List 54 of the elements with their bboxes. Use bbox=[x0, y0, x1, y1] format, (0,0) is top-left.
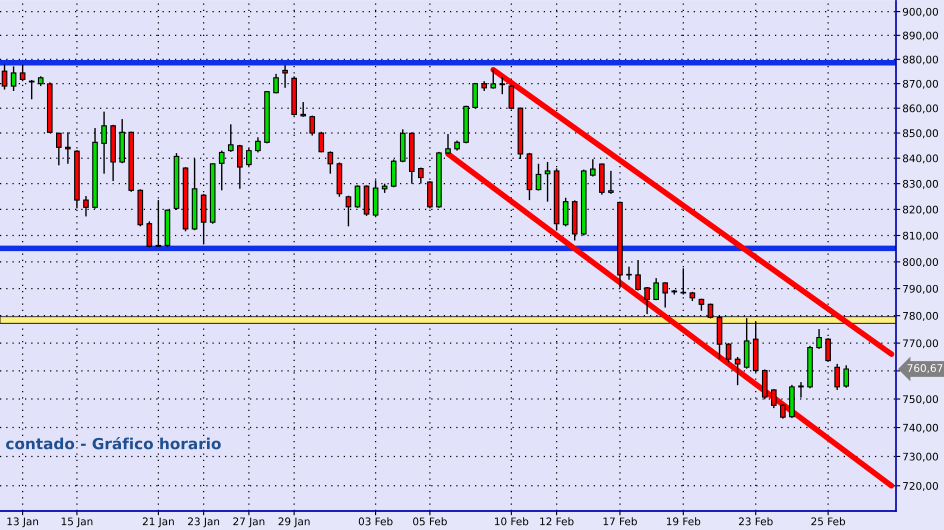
candlestick bbox=[635, 259, 641, 292]
x-tick-label: 15 Jan bbox=[62, 518, 92, 528]
x-tick-label: 23 Jan bbox=[188, 517, 220, 528]
text: contado - Gráfico horario bbox=[6, 436, 221, 450]
candlestick bbox=[690, 291, 696, 302]
y-tick-label: 860,00 bbox=[902, 104, 938, 114]
candlestick bbox=[10, 66, 16, 92]
candlestick bbox=[536, 163, 542, 192]
x-tick-label: 21 Jan bbox=[142, 517, 174, 528]
candlestick bbox=[816, 328, 822, 350]
x-tick-label: 12 Feb bbox=[540, 517, 574, 526]
y-tick-label: 830,00 bbox=[902, 180, 938, 189]
candlestick bbox=[445, 133, 451, 155]
y-tick-label: 850,00 bbox=[902, 129, 938, 138]
x-tick-label: 19 Feb bbox=[666, 517, 700, 526]
candlestick bbox=[255, 136, 261, 154]
candlestick bbox=[653, 277, 659, 301]
y-tick-label: 770,00 bbox=[903, 339, 938, 348]
y-tick-label: 840,00 bbox=[902, 154, 938, 164]
y-tick-label: 720,00 bbox=[903, 482, 938, 491]
candlestick bbox=[834, 363, 840, 391]
y-tick-label: 780,00 bbox=[903, 312, 938, 321]
candlestick bbox=[544, 161, 550, 202]
candlestick bbox=[590, 158, 596, 178]
y-tick-label: 900,00 bbox=[902, 8, 938, 17]
candlestick bbox=[28, 79, 34, 100]
y-tick-label: 740,00 bbox=[903, 424, 938, 433]
x-tick-label: 10 Feb bbox=[494, 517, 528, 526]
y-tick-label: 880,00 bbox=[902, 56, 938, 65]
text: 760,67 bbox=[908, 364, 942, 374]
candlestick bbox=[780, 404, 786, 420]
x-tick-label: 29 Jan bbox=[278, 517, 310, 528]
candlestick bbox=[20, 64, 26, 82]
x-tick-label: 03 Feb bbox=[358, 517, 393, 526]
candlestick bbox=[454, 140, 460, 152]
y-tick-label: 810,00 bbox=[902, 232, 938, 241]
candlestick bbox=[698, 298, 704, 312]
y-tick-label: 870,00 bbox=[902, 80, 938, 89]
candlestick bbox=[273, 73, 279, 94]
x-tick-label: 25 Feb bbox=[811, 517, 846, 526]
candlestick bbox=[626, 266, 632, 280]
y-tick-label: 790,00 bbox=[903, 284, 938, 294]
y-tick-label: 890,00 bbox=[902, 32, 938, 41]
x-tick-label: 05 Feb bbox=[413, 517, 447, 526]
x-tick-label: 27 Jan bbox=[233, 517, 264, 528]
candlestick bbox=[309, 114, 316, 136]
y-tick-label: 730,00 bbox=[903, 452, 938, 462]
candlestick bbox=[734, 356, 740, 386]
y-tick-label: 820,00 bbox=[902, 206, 938, 215]
y-tick-label: 800,00 bbox=[902, 258, 938, 268]
x-tick-label: 23 Feb bbox=[738, 517, 773, 526]
x-tick-label: 17 Feb bbox=[604, 517, 637, 526]
x-tick-label: 13 Jan bbox=[7, 517, 38, 528]
y-tick-label: 750,00 bbox=[903, 395, 938, 404]
